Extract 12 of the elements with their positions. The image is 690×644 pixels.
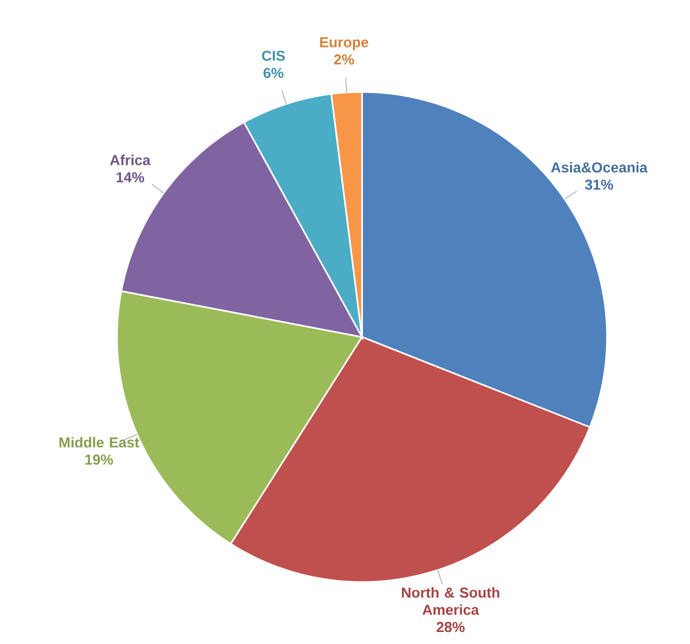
data-label: 2%: [334, 54, 354, 65]
slice-label: Middle East: [60, 436, 140, 448]
data-label: 19%: [85, 454, 113, 465]
data-label: 31%: [585, 180, 614, 190]
data-label: 28%: [436, 622, 465, 632]
slice-label: CIS: [262, 50, 285, 61]
slice-label: Africa: [110, 154, 151, 166]
data-label: 6%: [264, 68, 284, 78]
slice-label: North & South America: [402, 587, 500, 615]
data-label: 14%: [116, 172, 144, 182]
slice-label: Europe: [320, 37, 368, 50]
slice-label: Asia&Oceania: [551, 162, 648, 173]
